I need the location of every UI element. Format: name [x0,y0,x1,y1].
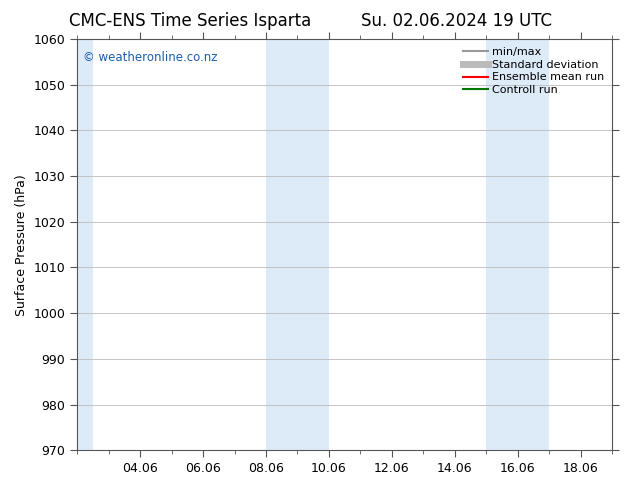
Y-axis label: Surface Pressure (hPa): Surface Pressure (hPa) [15,174,28,316]
Bar [486,39,549,450]
Bar [266,39,329,450]
Text: © weatheronline.co.nz: © weatheronline.co.nz [82,51,217,64]
Bar [77,39,93,450]
Text: CMC-ENS Time Series Isparta: CMC-ENS Time Series Isparta [69,12,311,30]
Text: Su. 02.06.2024 19 UTC: Su. 02.06.2024 19 UTC [361,12,552,30]
Legend: min/max, Standard deviation, Ensemble mean run, Controll run: min/max, Standard deviation, Ensemble me… [461,45,607,98]
